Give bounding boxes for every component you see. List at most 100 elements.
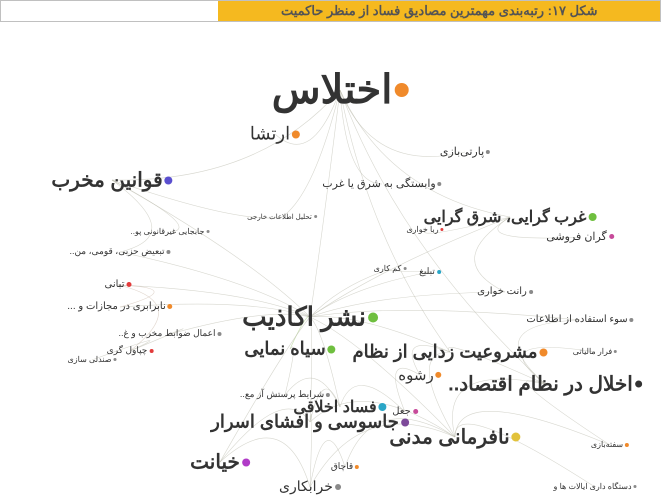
node-label: نابرابری در مجازات و ... (67, 301, 165, 312)
graph-node: صندلی سازی (68, 351, 117, 369)
graph-edge (340, 90, 545, 384)
node-dot-icon (314, 215, 317, 218)
graph-edge (112, 180, 179, 232)
graph-node: قوانین مخرب (51, 168, 172, 193)
graph-edge (340, 90, 465, 157)
node-dot-icon (394, 83, 408, 97)
graph-node: وابستگی به شرق یا غرب (322, 175, 441, 193)
graph-node: گران فروشی (546, 228, 614, 246)
node-dot-icon (529, 290, 533, 294)
figure-title: شکل ۱۷: رتبه‌بندی مهمترین مصادیق فساد از… (218, 1, 660, 21)
graph-node: شرایط پرستش آز مع.. (240, 386, 330, 404)
graph-node: سوء استفاده از اطلاعات (526, 311, 633, 329)
graph-node: تحلیل اطلاعات خارجی (247, 208, 317, 226)
node-label: قاچاق (331, 461, 353, 472)
node-label: تبعیض حزبی، قومی، من.. (69, 246, 164, 257)
node-dot-icon (328, 345, 336, 353)
edges-layer (0, 22, 661, 504)
node-dot-icon (167, 250, 171, 254)
graph-node: تبانی (105, 276, 132, 294)
graph-edge (310, 317, 340, 407)
node-label: خیانت (190, 450, 240, 475)
node-label: فرار مالیاتی (573, 347, 612, 356)
node-label: نشر اکاذیب (242, 302, 366, 333)
graph-edge (455, 424, 595, 487)
node-dot-icon (165, 176, 173, 184)
graph-node: کم کاری (374, 260, 407, 278)
graph-node: سیاه نمایی (244, 339, 335, 360)
graph-edge (118, 285, 310, 317)
node-label: دستگاه داری ایالات ها و (553, 482, 631, 491)
node-dot-icon (441, 228, 444, 231)
graph-edge (310, 269, 390, 317)
graph-edge (475, 217, 510, 292)
graph-edge (310, 401, 455, 437)
graph-edge (112, 180, 310, 317)
node-label: رشوه (398, 366, 433, 384)
node-label: نافرمانی مدنی (389, 425, 509, 450)
node-label: وابستگی به شرق یا غرب (322, 177, 435, 190)
node-dot-icon (413, 409, 418, 414)
figure-header: شکل ۱۷: رتبه‌بندی مهمترین مصادیق فساد از… (0, 0, 661, 22)
graph-edge (340, 90, 450, 352)
graph-edge (118, 285, 159, 351)
graph-node: پارتی‌بازی (440, 143, 490, 161)
graph-node: فرار مالیاتی (573, 343, 617, 361)
graph-node: مشروعیت زدایی از نظام (353, 342, 548, 363)
node-dot-icon (609, 234, 614, 239)
node-label: چپاول‌ گری (107, 345, 148, 356)
graph-node: نشر اکاذیب (242, 302, 378, 333)
graph-edge (388, 269, 430, 272)
graph-edge (170, 314, 310, 334)
node-label: ربا خواری (406, 225, 438, 234)
node-label: جعل (392, 406, 411, 417)
node-label: صندلی سازی (68, 355, 112, 364)
node-dot-icon (355, 465, 359, 469)
node-dot-icon (438, 182, 442, 186)
graph-edge (340, 90, 382, 184)
node-label: پارتی‌بازی (440, 145, 484, 158)
node-label: خرابکاری (279, 478, 333, 495)
node-dot-icon (588, 213, 596, 221)
node-label: جاسوسی و افشای اسرار (211, 412, 399, 433)
graph-edge (310, 424, 455, 487)
node-label: غرب گرایی، شرق گرایی (424, 207, 587, 227)
graph-edge (429, 352, 455, 437)
graph-edge (310, 272, 430, 317)
graph-edge (220, 317, 310, 462)
node-dot-icon (126, 282, 131, 287)
graph-node: قاچاق (331, 458, 359, 476)
node-dot-icon (630, 318, 634, 322)
graph-edge (92, 341, 150, 360)
node-label: قوانین مخرب (51, 168, 162, 193)
node-dot-icon (368, 312, 378, 322)
node-label: مشروعیت زدایی از نظام (353, 342, 538, 363)
graph-node: رانت خواری (477, 283, 533, 301)
graph-node: نافرمانی مدنی (389, 425, 520, 450)
graph-edge (310, 414, 312, 487)
node-dot-icon (401, 418, 409, 426)
node-dot-icon (512, 433, 521, 442)
graph-edge (310, 389, 340, 422)
graph-edge (527, 380, 610, 445)
node-dot-icon (403, 267, 406, 270)
graph-node: خرابکاری (279, 478, 341, 496)
graph-node: جابجایی غیرقانونی پو.. (131, 223, 210, 241)
graph-node: اختلاس (272, 67, 409, 113)
node-dot-icon (614, 350, 617, 353)
node-dot-icon (292, 130, 300, 138)
node-label: شرایط پرستش آز مع.. (240, 389, 324, 400)
node-label: سیاه نمایی (244, 339, 325, 360)
graph-edge (285, 378, 340, 407)
graph-node: تبعیض حزبی، قومی، من.. (69, 243, 170, 261)
node-dot-icon (217, 332, 221, 336)
graph-edge (340, 90, 510, 217)
node-dot-icon (540, 348, 548, 356)
graph-edge (518, 320, 580, 384)
node-label: گران فروشی (546, 230, 607, 243)
graph-edge (310, 217, 510, 317)
graph-edge (310, 317, 450, 352)
graph-node: سفته‌بازی (591, 436, 629, 454)
node-label: رانت خواری (477, 286, 527, 297)
node-dot-icon (168, 304, 173, 309)
